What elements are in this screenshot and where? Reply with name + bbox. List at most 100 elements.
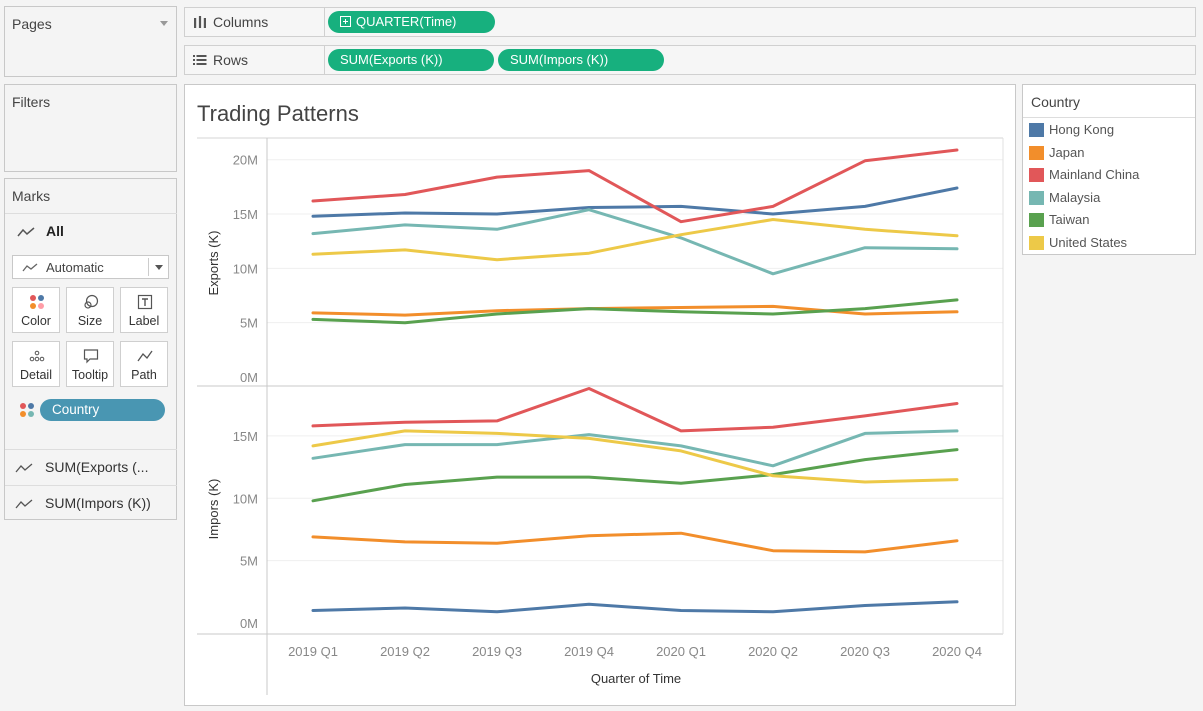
series-line-hong-kong — [311, 600, 959, 614]
pages-card[interactable]: Pages — [4, 6, 177, 77]
measure-label-exports: SUM(Exports (... — [45, 459, 149, 475]
expand-plus-icon[interactable] — [340, 16, 351, 27]
marks-title: Marks — [12, 188, 51, 204]
quarter-time-pill[interactable]: QUARTER(Time) — [328, 11, 495, 33]
y-tick-label: 20M — [233, 153, 258, 168]
sum-exports-pill[interactable]: SUM(Exports (K)) — [328, 49, 494, 71]
detail-button-label: Detail — [20, 368, 52, 382]
y-tick-label: 10M — [233, 261, 258, 276]
y-tick-label: 0M — [240, 370, 258, 385]
series-line-malaysia — [311, 429, 959, 468]
legend-title: Country — [1031, 94, 1081, 110]
country-pill-label: Country — [52, 402, 100, 417]
legend-label: Japan — [1049, 145, 1085, 160]
tooltip-button-label: Tooltip — [71, 368, 109, 382]
series-line-taiwan — [311, 298, 959, 325]
legend-swatch — [1029, 213, 1044, 227]
mark-type-value: Automatic — [46, 260, 104, 275]
legend-label: Malaysia — [1049, 190, 1101, 205]
line-mark-icon — [17, 227, 35, 237]
tooltip-icon — [83, 349, 99, 364]
mark-type-dropdown[interactable]: Automatic — [12, 255, 169, 279]
path-icon — [137, 350, 153, 362]
chevron-down-icon[interactable] — [155, 265, 163, 270]
label-button-label: Label — [128, 314, 160, 328]
quarter-time-pill-label: QUARTER(Time) — [356, 14, 457, 29]
path-button-label: Path — [131, 368, 157, 382]
x-tick-label: 2020 Q3 — [840, 644, 890, 659]
columns-shelf[interactable]: Columns QUARTER(Time) — [184, 7, 1196, 37]
line-mark-icon — [22, 263, 38, 272]
measure-label-imports: SUM(Impors (K)) — [45, 495, 151, 511]
y-tick-label: 15M — [233, 207, 258, 222]
series-line-united-states — [311, 218, 959, 262]
detail-icon — [29, 350, 45, 362]
y-tick-label: 5M — [240, 316, 258, 331]
filters-title: Filters — [12, 94, 51, 110]
country-legend[interactable]: Country Hong Kong Japan Mainland China M… — [1022, 84, 1196, 255]
color-icon — [30, 295, 44, 309]
legend-swatch — [1029, 146, 1044, 160]
measure-row-exports[interactable]: SUM(Exports (... — [5, 449, 177, 485]
label-button[interactable]: Label — [120, 287, 168, 333]
series-line-japan — [311, 304, 959, 317]
columns-shelf-label: Columns — [185, 8, 325, 36]
path-button[interactable]: Path — [120, 341, 168, 387]
detail-button[interactable]: Detail — [12, 341, 60, 387]
series-line-taiwan — [311, 448, 959, 503]
chart-title: Trading Patterns — [197, 101, 359, 126]
text-label-icon — [137, 294, 153, 310]
series-line-japan — [311, 531, 959, 554]
line-mark-icon — [15, 463, 33, 473]
color-button[interactable]: Color — [12, 287, 60, 333]
legend-divider — [1023, 117, 1195, 118]
pages-title: Pages — [12, 16, 52, 32]
trading-patterns-chart[interactable]: Trading Patterns 0M 5M 10M 15M 20M 0M 5M 10M 15M… — [185, 85, 1015, 705]
marks-all-label: All — [46, 223, 64, 239]
rows-icon — [193, 55, 207, 65]
x-axis-title: Quarter of Time — [591, 671, 681, 686]
y-tick-label: 5M — [240, 554, 258, 569]
line-mark-icon — [15, 499, 33, 509]
x-tick-label: 2019 Q3 — [472, 644, 522, 659]
y-tick-label: 0M — [240, 616, 258, 631]
country-field-pill[interactable]: Country — [40, 399, 165, 421]
legend-label: Taiwan — [1049, 212, 1090, 227]
color-button-label: Color — [21, 314, 51, 328]
size-button[interactable]: Size — [66, 287, 114, 333]
y-tick-label: 10M — [233, 491, 258, 506]
legend-label: Hong Kong — [1049, 122, 1115, 137]
measure-row-imports[interactable]: SUM(Impors (K)) — [5, 485, 177, 520]
rows-shelf-label: Rows — [185, 46, 325, 74]
legend-swatch — [1029, 168, 1044, 182]
columns-icon — [194, 16, 206, 28]
color-icon — [20, 403, 34, 417]
legend-label: United States — [1049, 235, 1128, 250]
rows-label-text: Rows — [213, 52, 249, 68]
dropdown-divider — [148, 258, 149, 276]
rows-shelf[interactable]: Rows SUM(Exports (K)) SUM(Impors (K)) — [184, 45, 1196, 75]
series-line-mainland-china — [311, 387, 959, 433]
marks-all-row[interactable]: All — [5, 213, 177, 249]
legend-swatch — [1029, 236, 1044, 250]
series-line-mainland-china — [311, 148, 959, 224]
sum-impors-pill[interactable]: SUM(Impors (K)) — [498, 49, 664, 71]
series-line-malaysia — [311, 208, 959, 276]
sum-exports-pill-label: SUM(Exports (K)) — [340, 52, 443, 67]
x-tick-label: 2019 Q2 — [380, 644, 430, 659]
filters-card[interactable]: Filters — [4, 84, 177, 172]
marks-card: Marks All Automatic Color Size — [4, 178, 177, 520]
columns-label-text: Columns — [213, 14, 269, 30]
x-tick-label: 2020 Q1 — [656, 644, 706, 659]
x-tick-label: 2020 Q4 — [932, 644, 982, 659]
y-axis-title-exports: Exports (K) — [206, 230, 221, 295]
legend-swatch — [1029, 191, 1044, 205]
pages-dropdown-icon[interactable] — [160, 21, 168, 26]
legend-swatch — [1029, 123, 1044, 137]
size-icon — [84, 294, 99, 309]
chart-card: Trading Patterns 0M 5M 10M 15M 20M 0M 5M 10M 15M… — [184, 84, 1016, 706]
x-tick-label: 2020 Q2 — [748, 644, 798, 659]
y-axis-title-impors: Impors (K) — [206, 479, 221, 540]
legend-label: Mainland China — [1049, 167, 1140, 182]
tooltip-button[interactable]: Tooltip — [66, 341, 114, 387]
